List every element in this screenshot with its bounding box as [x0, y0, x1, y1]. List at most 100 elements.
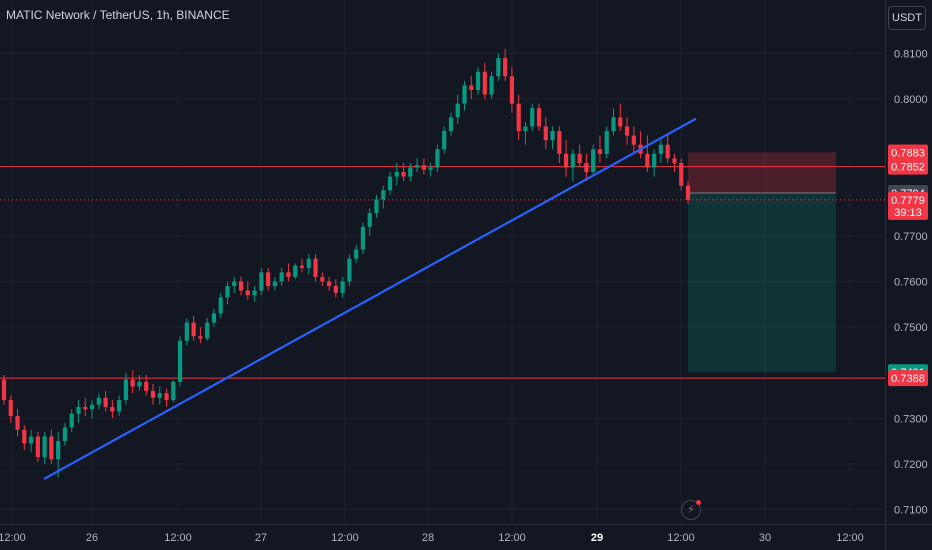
- candle: [631, 126, 636, 154]
- candle: [462, 80, 467, 111]
- y-tick-label: 0.7700: [894, 231, 928, 243]
- candle-body: [211, 313, 217, 323]
- candle: [123, 372, 129, 405]
- candle: [130, 370, 135, 394]
- short-position-tool[interactable]: [688, 152, 836, 373]
- candle-body: [685, 185, 691, 200]
- candle-body: [306, 258, 311, 268]
- candle: [144, 374, 149, 396]
- candle-body: [618, 117, 623, 127]
- candle: [245, 281, 250, 300]
- candle: [326, 276, 332, 291]
- candle-body: [415, 165, 420, 168]
- candle-body: [232, 281, 237, 287]
- candle: [320, 272, 325, 287]
- candle-body: [584, 162, 589, 173]
- currency-button[interactable]: USDT: [888, 6, 926, 30]
- candle: [618, 103, 623, 132]
- candle: [550, 126, 555, 150]
- candle-body: [144, 381, 149, 391]
- candle: [117, 395, 122, 417]
- candle: [293, 263, 298, 280]
- price-label-box: [888, 370, 928, 387]
- candle: [584, 153, 589, 182]
- x-tick-label: 12:00: [836, 532, 864, 544]
- trendline-line[interactable]: [43, 117, 697, 480]
- candle-body: [394, 172, 399, 177]
- candle: [672, 153, 677, 173]
- x-tick-label: 28: [422, 532, 434, 544]
- candle: [164, 388, 169, 407]
- x-tick-label: 12:00: [0, 532, 26, 544]
- candle: [496, 53, 501, 81]
- candle: [679, 158, 684, 191]
- candle-body: [62, 427, 68, 442]
- candle: [205, 317, 210, 341]
- candle-body: [157, 393, 162, 398]
- trendline[interactable]: [43, 117, 697, 480]
- x-tick-label: 12:00: [498, 532, 526, 544]
- y-tick-label: 0.8000: [894, 94, 928, 106]
- candle: [35, 431, 40, 462]
- lightning-icon[interactable]: ⚡: [681, 500, 701, 520]
- candle-body: [259, 272, 264, 291]
- candle: [489, 71, 494, 100]
- candle: [42, 431, 47, 464]
- candle-body: [123, 379, 129, 401]
- candle-body: [35, 436, 40, 458]
- candle-body: [496, 58, 501, 77]
- candle-body: [652, 153, 657, 168]
- candle-body: [326, 281, 332, 287]
- candle-body: [672, 158, 677, 163]
- candle-body: [401, 172, 406, 177]
- price-label-text: 0.7388: [891, 373, 925, 385]
- countdown-label: 39:13: [894, 207, 922, 219]
- price-label-box: [888, 158, 928, 175]
- x-tick-label: 12:00: [331, 532, 359, 544]
- y-tick-label: 0.7200: [894, 459, 928, 471]
- candle-body: [218, 297, 223, 314]
- candle: [503, 48, 508, 81]
- candle: [374, 194, 379, 218]
- chart-title: MATIC Network / TetherUS, 1h, BINANCE: [6, 8, 230, 22]
- notification-dot: [696, 500, 701, 505]
- candle: [394, 162, 399, 186]
- y-tick-label: 0.8100: [894, 49, 928, 61]
- price-axis[interactable]: 0.7100 0.7200 0.7300 0.7500 0.7600 0.7700 0.80…: [894, 49, 928, 517]
- take-profit-zone[interactable]: [688, 193, 836, 373]
- candle: [83, 397, 88, 417]
- candle-body: [279, 272, 284, 282]
- candle: [448, 112, 454, 136]
- candle: [333, 279, 338, 298]
- candle: [238, 276, 244, 296]
- candle: [1, 374, 7, 405]
- candle-body: [442, 131, 447, 150]
- price-label-box: [888, 191, 928, 220]
- candle: [652, 149, 657, 177]
- stop-loss-zone[interactable]: [688, 152, 836, 194]
- candle: [469, 76, 474, 100]
- x-tick-label: 27: [255, 532, 267, 544]
- candle: [279, 267, 284, 287]
- candle-body: [184, 322, 189, 341]
- candle: [509, 67, 515, 113]
- candle-body: [22, 429, 27, 444]
- candle: [103, 390, 108, 412]
- candle: [577, 144, 582, 168]
- candle: [49, 429, 54, 464]
- candle-body: [76, 406, 81, 414]
- candle: [455, 94, 460, 125]
- candle-body: [360, 226, 366, 250]
- candle: [272, 276, 277, 291]
- candle-body: [645, 153, 650, 168]
- candle-body: [83, 406, 88, 410]
- time-axis[interactable]: 12:00 26 12:00 27 12:00 28 12:00 29 12:00 30 12:00: [0, 532, 864, 544]
- candle-body: [110, 406, 115, 412]
- candle: [557, 126, 562, 163]
- candle: [171, 379, 176, 403]
- candle-body: [320, 276, 325, 282]
- candle-body: [245, 290, 250, 296]
- candle: [604, 126, 609, 159]
- candle-body: [191, 322, 196, 337]
